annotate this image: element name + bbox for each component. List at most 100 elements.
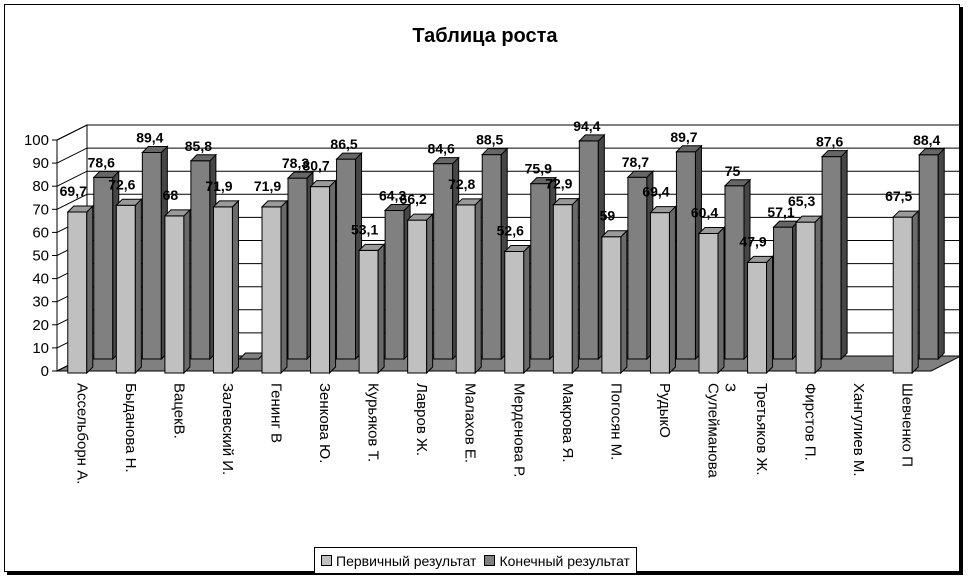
bar-primary-side [474, 197, 482, 375]
bar-primary-top [309, 180, 337, 188]
category-label: Погосян М. [607, 383, 624, 460]
bar-primary-side [523, 244, 531, 375]
bar-primary-front [649, 212, 670, 374]
bar-final-top [820, 150, 849, 158]
bar-primary [794, 214, 823, 375]
data-label-final: 85,8 [185, 138, 212, 154]
data-label-primary: 71,9 [254, 178, 281, 194]
bar-final-side [937, 147, 945, 361]
data-label-primary: 52,6 [497, 222, 524, 238]
bar-primary-front [310, 186, 331, 374]
gridline [56, 170, 959, 187]
bar-primary-front [67, 211, 88, 374]
bar-final [481, 147, 509, 361]
data-label-final: 64,3 [379, 187, 406, 203]
data-labels: 78,669,789,472,685,86871,978,371,986,580… [60, 118, 941, 249]
data-label-final: 88,4 [913, 132, 940, 148]
legend-item-final: Конечный результат [484, 553, 630, 569]
bar-final [141, 145, 169, 361]
bar-final-top [723, 179, 752, 187]
data-label-final: 78,7 [622, 154, 649, 170]
bar-final-front [384, 209, 405, 360]
bar-primary-top [552, 198, 580, 206]
bar-primary-top [212, 200, 240, 208]
bar-primary-top [649, 206, 677, 214]
bar-primary [309, 179, 337, 375]
bar-final-front [918, 154, 939, 360]
bar-final-front [578, 140, 599, 360]
y-tick-label: 90 [32, 155, 49, 172]
bar-final-front [93, 176, 114, 360]
y-tick-label: 100 [24, 132, 49, 149]
legend-label-final: Конечный результат [499, 552, 630, 569]
bar-final-top [141, 145, 169, 153]
bar-primary-side [766, 255, 774, 375]
bar-primary-top [357, 243, 386, 251]
bar-primary-top [794, 215, 823, 223]
bar-final [92, 170, 120, 361]
data-label-final: 78,3 [282, 155, 309, 171]
y-tick-label: 60 [32, 224, 49, 241]
data-label-primary: 80,7 [302, 158, 329, 174]
category-label: Шевченко П [899, 383, 916, 467]
y-tick-label: 70 [32, 201, 49, 218]
bar-primary-top [746, 255, 774, 263]
category-label: Генинг В [268, 383, 285, 443]
category-label: Лавров Ж. [413, 383, 430, 456]
bar-primary [212, 199, 240, 375]
category-label: Залевский И. [219, 383, 236, 475]
category-label: Фирстов П. [802, 383, 819, 461]
category-label: Макрова Я. [559, 383, 576, 463]
legend-swatch-final [484, 555, 496, 566]
data-label-final: 86,5 [330, 136, 357, 152]
bar-primary [163, 208, 192, 375]
data-label-final: 57,1 [767, 204, 794, 220]
bar-primary-top [163, 209, 192, 217]
bar-final-top [529, 177, 557, 185]
bar-primary-front [164, 215, 185, 374]
data-label-primary: 53,1 [351, 221, 378, 237]
bar-final-front [287, 177, 308, 360]
y-tick-label: 10 [32, 340, 49, 357]
bars [66, 133, 946, 375]
bar-primary-front [747, 261, 768, 374]
bar-final-front [481, 154, 502, 360]
bar-primary-front [698, 232, 719, 374]
category-label: Быданова Н. [122, 383, 139, 473]
bar-primary [115, 198, 143, 375]
bar-final-front [773, 226, 794, 360]
bar-primary-top [260, 200, 289, 208]
bar-final-top [675, 145, 703, 153]
y-tick-label: 20 [32, 317, 49, 334]
y-tick-label: 0 [41, 363, 49, 380]
bar-final [286, 170, 315, 361]
bar-final-top [626, 170, 655, 178]
category-label: Мерденова Р. [510, 383, 527, 477]
bar-final-front [336, 158, 357, 360]
bar-primary [260, 199, 289, 375]
category-label: ВацекВ. [170, 383, 187, 439]
bar-primary [649, 205, 677, 375]
bar-primary [406, 212, 434, 375]
data-label-final: 88,5 [476, 132, 503, 148]
bar-primary-front [115, 204, 136, 374]
bar-primary-side [814, 214, 822, 375]
data-label-primary: 72,8 [448, 176, 475, 192]
category-label: Зенкова Ю. [316, 383, 333, 463]
y-tick-label: 50 [32, 248, 49, 265]
bar-primary [455, 197, 483, 375]
bar-final [529, 176, 557, 361]
bar-final [772, 219, 800, 361]
bar-primary-side [134, 198, 142, 375]
bar-primary-side [426, 212, 434, 375]
y-tick-label: 80 [32, 178, 49, 195]
bar-primary-side [280, 199, 288, 375]
data-label-primary: 67,5 [885, 188, 912, 204]
bar-primary-top [115, 198, 143, 206]
bar-final-front [724, 185, 745, 360]
bar-primary-top [600, 230, 629, 238]
legend-swatch-primary [321, 555, 332, 566]
bar-final-top [383, 203, 412, 211]
bar-primary-side [86, 204, 94, 375]
bar-primary-side [911, 209, 919, 375]
